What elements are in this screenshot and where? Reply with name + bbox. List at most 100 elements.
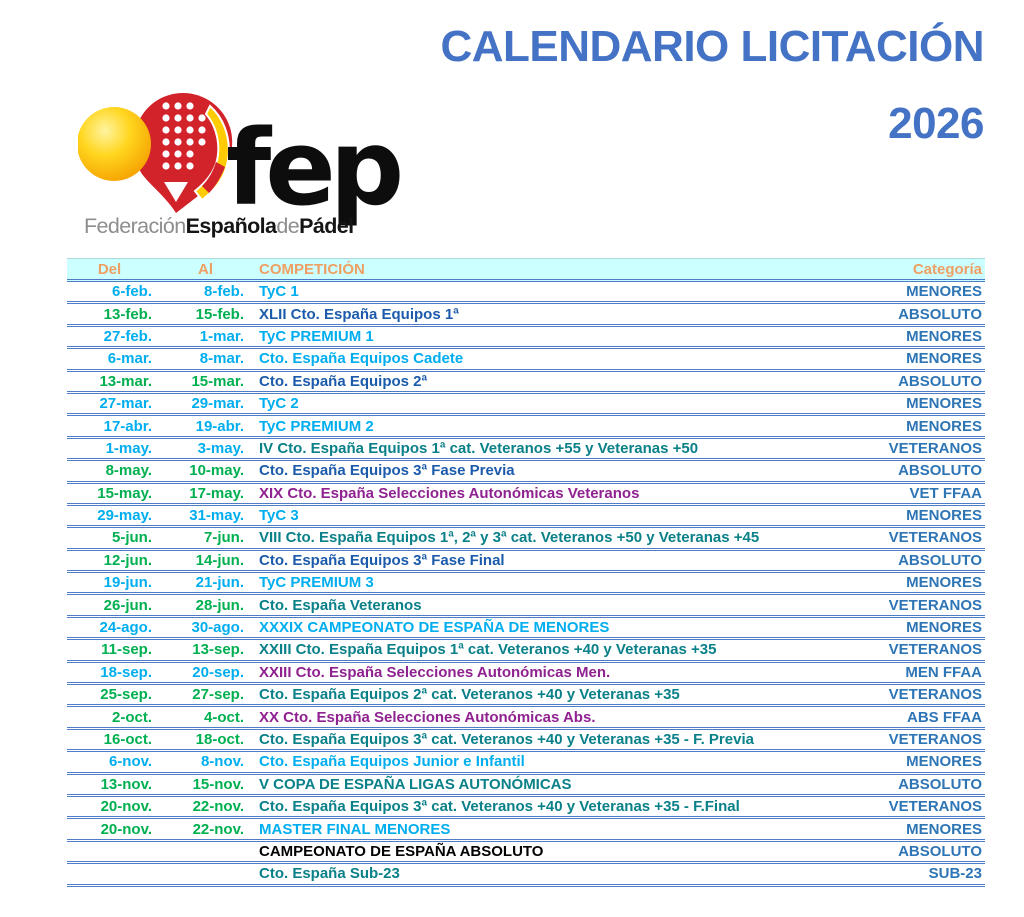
table-row: 8-may. 10-may. Cto. España Equipos 3ª Fase… xyxy=(67,461,985,484)
cell-date-to: 1-mar. xyxy=(199,327,244,345)
cell-category: VETERANOS xyxy=(888,731,982,748)
cell-date-to: 10-may. xyxy=(189,462,244,480)
cell-date-from: 20-nov. xyxy=(100,820,152,838)
cell-category: VETERANOS xyxy=(888,798,982,816)
cell-competition: Cto. España Equipos 3ª cat. Veteranos +4… xyxy=(259,798,740,816)
cell-competition: TyC PREMIUM 3 xyxy=(259,574,374,592)
cell-category: VETERANOS xyxy=(888,439,982,457)
subtitle-federacion: Federación xyxy=(84,214,186,238)
cell-date-from: 27-feb. xyxy=(103,327,152,345)
cell-competition: CAMPEONATO DE ESPAÑA ABSOLUTO xyxy=(259,842,544,860)
cell-date-to: 20-sep. xyxy=(192,663,244,681)
cell-date-from: 1-may. xyxy=(105,439,152,457)
cell-date-to: 30-ago. xyxy=(191,619,244,637)
cell-competition: Cto. España Equipos 2ª xyxy=(259,372,428,390)
cell-category: MENORES xyxy=(906,753,982,771)
fep-racket-ball-icon xyxy=(78,93,233,213)
calendar-table: Del Al COMPETICIÓN Categoría 6-feb. 8-feb… xyxy=(67,258,985,887)
cell-date-to: 28-jun. xyxy=(195,596,244,614)
cell-competition: XIX Cto. España Selecciones Autonómicas … xyxy=(259,484,640,502)
table-row: 12-jun. 14-jun. Cto. España Equipos 3ª Fas… xyxy=(67,551,985,574)
cell-category: MENORES xyxy=(906,350,982,368)
cell-competition: XXXIX CAMPEONATO DE ESPAÑA DE MENORES xyxy=(259,619,610,637)
cell-competition: Cto. España Equipos 3ª Fase Final xyxy=(259,551,505,569)
cell-category: VETERANOS xyxy=(888,641,982,659)
table-row: 5-jun. 7-jun. VIII Cto. España Equipos 1ª,… xyxy=(67,528,985,551)
cell-category: ABS FFAA xyxy=(907,708,982,726)
cell-date-from: 6-feb. xyxy=(111,283,152,301)
cell-category: MENORES xyxy=(906,820,982,838)
table-row: 6-nov. 8-nov. Cto. España Equipos Junior e… xyxy=(67,752,985,775)
cell-date-to: 7-jun. xyxy=(204,529,244,547)
cell-date-to: 4-oct. xyxy=(203,708,244,726)
subtitle-padel: Pádel xyxy=(299,214,354,238)
cell-date-to: 15-mar. xyxy=(191,372,244,390)
cell-date-from: 16-oct. xyxy=(103,731,152,748)
table-row: 20-nov. 22-nov. MASTER FINAL MENORES MENORE… xyxy=(67,819,985,842)
table-row: 6-mar. 8-mar. Cto. España Equipos Cadete ME… xyxy=(67,349,985,372)
cell-category: MEN FFAA xyxy=(905,663,982,681)
cell-date-from: 26-jun. xyxy=(103,596,152,614)
table-row: 1-may. 3-may. IV Cto. España Equipos 1ª ca… xyxy=(67,439,985,462)
cell-date-to: 29-mar. xyxy=(191,395,244,413)
cell-category: MENORES xyxy=(906,619,982,637)
cell-date-from: 13-nov. xyxy=(100,775,152,793)
cell-category: ABSOLUTO xyxy=(898,462,982,480)
cell-category: MENORES xyxy=(906,507,982,525)
cell-date-from: 6-nov. xyxy=(108,753,152,771)
table-row: 24-ago. 30-ago. XXXIX CAMPEONATO DE ESPAÑA… xyxy=(67,618,985,641)
table-header-row: Del Al COMPETICIÓN Categoría xyxy=(67,258,985,282)
cell-competition: XX Cto. España Selecciones Autonómicas A… xyxy=(259,708,596,726)
table-row: 19-jun. 21-jun. TyC PREMIUM 3 MENORES xyxy=(67,573,985,596)
table-row: 13-feb. 15-feb. XLII Cto. España Equipos 1… xyxy=(67,304,985,327)
table-row: 13-mar. 15-mar. Cto. España Equipos 2ª ABSO… xyxy=(67,372,985,394)
cell-competition: Cto. España Equipos 2ª cat. Veteranos +4… xyxy=(259,686,680,704)
cell-category: ABSOLUTO xyxy=(898,372,982,390)
cell-date-to: 13-sep. xyxy=(192,641,244,659)
cell-date-from: 13-feb. xyxy=(103,305,152,323)
cell-competition: IV Cto. España Equipos 1ª cat. Veteranos… xyxy=(259,439,699,457)
title-year: 2026 xyxy=(888,98,984,148)
cell-date-from: 25-sep. xyxy=(100,686,152,704)
cell-competition: XXIII Cto. España Selecciones Autonómica… xyxy=(259,663,611,681)
cell-date-to: 18-oct. xyxy=(195,731,244,748)
cell-date-from: 2-oct. xyxy=(111,708,152,726)
cell-date-to: 15-feb. xyxy=(195,305,244,323)
cell-category: SUB-23 xyxy=(928,865,982,883)
cell-date-from: 19-jun. xyxy=(103,574,152,592)
table-row: 25-sep. 27-sep. Cto. España Equipos 2ª cat… xyxy=(67,685,985,708)
table-row: 13-nov. 15-nov. V COPA DE ESPAÑA LIGAS AUT… xyxy=(67,775,985,797)
cell-competition: TyC PREMIUM 1 xyxy=(259,327,374,345)
cell-date-to: 27-sep. xyxy=(192,686,244,704)
cell-category: MENORES xyxy=(906,417,982,435)
cell-date-from: 15-may. xyxy=(97,484,152,502)
cell-competition: MASTER FINAL MENORES xyxy=(259,820,451,838)
cell-date-to: 22-nov. xyxy=(192,820,244,838)
cell-date-to: 14-jun. xyxy=(195,551,244,569)
table-row: 6-feb. 8-feb. TyC 1 MENORES xyxy=(67,282,985,305)
page-title: CALENDARIO LICITACIÓN 2026 xyxy=(440,22,984,149)
cell-competition: V COPA DE ESPAÑA LIGAS AUTONÓMICAS xyxy=(259,775,572,793)
table-row: 2-oct. 4-oct. XX Cto. España Selecciones A… xyxy=(67,707,985,730)
title-text: CALENDARIO LICITACIÓN xyxy=(440,22,984,71)
col-header-categoria: Categoría xyxy=(912,260,982,278)
cell-competition: TyC 3 xyxy=(259,507,299,525)
cell-date-from: 12-jun. xyxy=(103,551,152,569)
cell-category: ABSOLUTO xyxy=(898,305,982,323)
cell-category: VETERANOS xyxy=(888,529,982,547)
table-row: CAMPEONATO DE ESPAÑA ABSOLUTO ABSOLUTO xyxy=(67,842,985,865)
cell-date-to: 21-jun. xyxy=(195,574,244,592)
cell-date-from: 17-abr. xyxy=(103,417,152,435)
cell-date-from: 8-may. xyxy=(105,462,152,480)
table-row: 18-sep. 20-sep. XXIII Cto. España Seleccio… xyxy=(67,663,985,686)
cell-category: VETERANOS xyxy=(888,686,982,704)
cell-category: ABSOLUTO xyxy=(898,775,982,793)
table-row: 11-sep. 13-sep. XXIII Cto. España Equipos … xyxy=(67,640,985,663)
cell-date-from: 29-may. xyxy=(97,507,152,525)
cell-competition: TyC 1 xyxy=(259,283,299,301)
col-header-del: Del xyxy=(97,260,122,278)
cell-competition: VIII Cto. España Equipos 1ª, 2ª y 3ª cat… xyxy=(259,529,760,547)
cell-date-from: 20-nov. xyxy=(100,798,152,816)
subtitle-de: de xyxy=(276,214,300,238)
cell-category: MENORES xyxy=(906,327,982,345)
